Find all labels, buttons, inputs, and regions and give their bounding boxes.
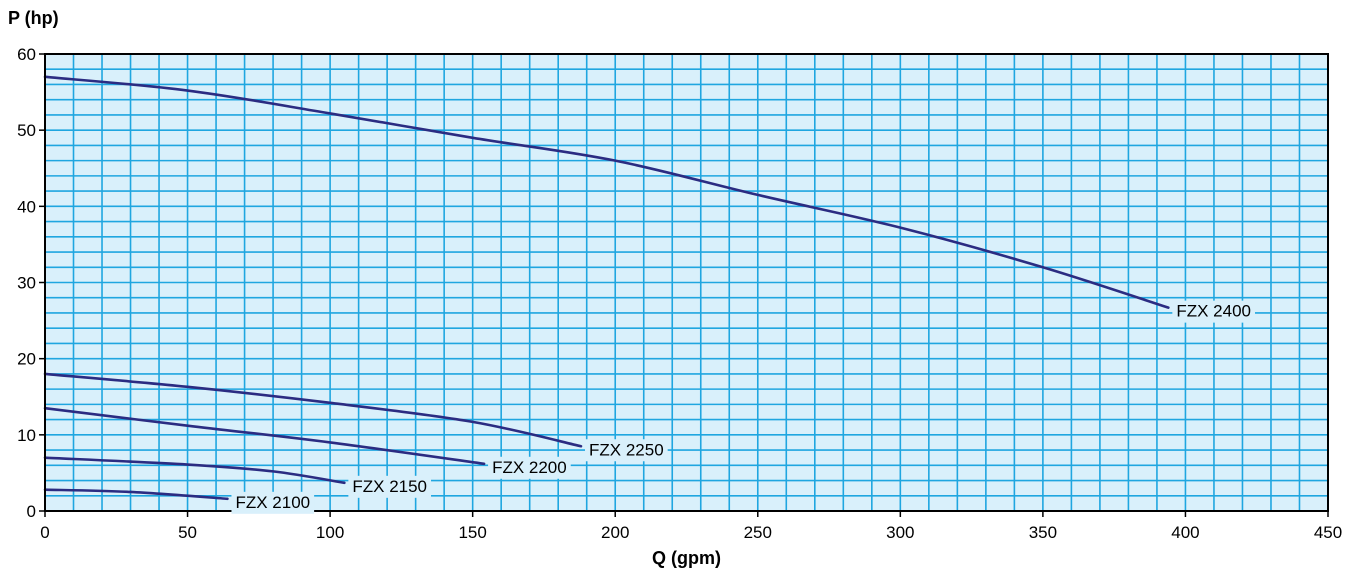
x-tick-label: 200 — [601, 523, 629, 542]
series-label-group: FZX 2200 — [488, 456, 571, 479]
y-tick-label: 20 — [17, 350, 36, 369]
x-tick-label: 250 — [744, 523, 772, 542]
series-line-fzx-2150 — [43, 456, 346, 485]
series-line-fzx-2400 — [43, 75, 1170, 309]
series-lines — [43, 75, 1170, 501]
y-tick-label: 50 — [17, 121, 36, 140]
series-label: FZX 2250 — [589, 440, 664, 459]
series-label: FZX 2200 — [492, 458, 567, 477]
y-tick-label: 40 — [17, 197, 36, 216]
series-label-group: FZX 2100 — [231, 491, 315, 514]
series-line-fzx-2200 — [43, 406, 486, 466]
grid-lines — [45, 54, 1328, 511]
series-line-fzx-2100 — [43, 488, 229, 501]
series-label-background — [1172, 300, 1255, 323]
series-label: FZX 2100 — [235, 493, 310, 512]
x-tick-label: 450 — [1314, 523, 1342, 542]
series-label-background — [585, 439, 668, 462]
series-label-group: FZX 2400 — [1172, 300, 1255, 323]
axis-ticks: 0 50 100 150 200 250 300 350 400 450 0 10 20 30 40 50 60 — [17, 45, 1342, 542]
x-tick-label: 50 — [178, 523, 197, 542]
series-line-fzx-2250 — [43, 372, 583, 448]
x-tick-label: 150 — [458, 523, 486, 542]
series-label-group: FZX 2250 — [585, 439, 668, 462]
x-tick-label: 100 — [316, 523, 344, 542]
x-tick-label: 400 — [1171, 523, 1199, 542]
series-label-background — [488, 456, 571, 479]
y-tick-label: 60 — [17, 45, 36, 64]
x-tick-label: 350 — [1029, 523, 1057, 542]
series-labels: FZX 2400 FZX 2250 FZX 2200 FZX 2150 FZX 2100 — [231, 300, 1255, 514]
series-label-group: FZX 2150 — [348, 475, 432, 498]
series-label-background — [348, 475, 432, 498]
y-tick-label: 30 — [17, 274, 36, 293]
x-tick-label: 0 — [40, 523, 49, 542]
series-label-background — [231, 491, 315, 514]
series-label: FZX 2150 — [352, 477, 427, 496]
series-label: FZX 2400 — [1176, 302, 1251, 321]
y-tick-label: 10 — [17, 426, 36, 445]
x-tick-label: 300 — [886, 523, 914, 542]
x-axis-title: Q (gpm) — [652, 548, 721, 568]
y-axis-title: P (hp) — [8, 8, 59, 28]
y-tick-label: 0 — [27, 502, 36, 521]
